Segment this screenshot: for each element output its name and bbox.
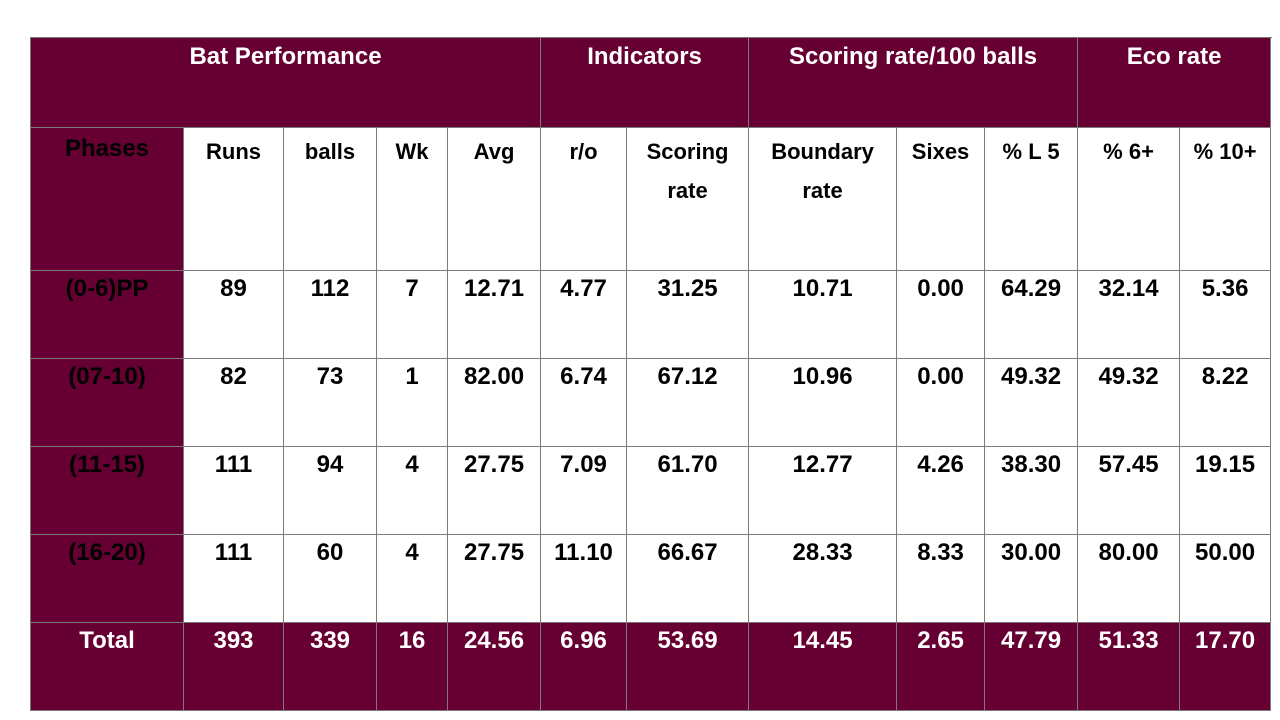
table-cell: 31.25 xyxy=(626,270,750,359)
total-cell: 14.45 xyxy=(748,622,898,711)
table-cell: 27.75 xyxy=(446,446,542,535)
table-cell: 1 xyxy=(376,358,448,447)
table-cell: 8.22 xyxy=(1179,358,1272,447)
total-cell: 393 xyxy=(183,622,284,711)
column-header-pct-l5: % L 5 xyxy=(984,127,1079,271)
total-cell: 2.65 xyxy=(896,622,986,711)
table-cell: 7 xyxy=(376,270,448,359)
table-cell: 49.32 xyxy=(984,358,1079,447)
column-header-balls: balls xyxy=(283,127,377,271)
total-cell: 53.69 xyxy=(626,622,750,711)
group-header-indicators: Indicators xyxy=(540,37,750,128)
table-cell: 5.36 xyxy=(1179,270,1272,359)
table-cell: 66.67 xyxy=(626,534,750,623)
table-cell: 38.30 xyxy=(984,446,1079,535)
table-cell: 32.14 xyxy=(1077,270,1181,359)
phase-cell: (16-20) xyxy=(30,534,184,623)
column-header-runs: Runs xyxy=(183,127,284,271)
table-cell: 50.00 xyxy=(1179,534,1272,623)
table-cell: 8.33 xyxy=(896,534,986,623)
table-cell: 19.15 xyxy=(1179,446,1272,535)
column-header-row: Phases Runs balls Wk Avg r/o Scoring rat… xyxy=(30,127,1272,271)
phase-cell: (0-6)PP xyxy=(30,270,184,359)
table-cell: 57.45 xyxy=(1077,446,1181,535)
table-cell: 0.00 xyxy=(896,270,986,359)
table-cell: 73 xyxy=(283,358,377,447)
column-header-sixes: Sixes xyxy=(896,127,986,271)
column-header-avg: Avg xyxy=(446,127,542,271)
group-header-scoring-rate: Scoring rate/100 balls xyxy=(748,37,1079,128)
phase-cell: (07-10) xyxy=(30,358,184,447)
table-cell: 94 xyxy=(283,446,377,535)
table-cell: 10.71 xyxy=(748,270,898,359)
group-header-row: Bat Performance Indicators Scoring rate/… xyxy=(29,37,1272,128)
table-cell: 27.75 xyxy=(446,534,542,623)
total-cell: 51.33 xyxy=(1077,622,1181,711)
table-cell: 4.26 xyxy=(896,446,986,535)
table-cell: 60 xyxy=(283,534,377,623)
column-header-phases: Phases xyxy=(30,127,184,271)
table-cell: 112 xyxy=(283,270,377,359)
table-cell: 6.74 xyxy=(540,358,628,447)
group-header-eco-rate: Eco rate xyxy=(1077,37,1272,128)
table-cell: 80.00 xyxy=(1077,534,1181,623)
table-cell: 10.96 xyxy=(748,358,898,447)
table-row: (11-15) 111 94 4 27.75 7.09 61.70 12.77 … xyxy=(30,446,1272,535)
column-header-ro: r/o xyxy=(540,127,628,271)
phase-stats-table: Bat Performance Indicators Scoring rate/… xyxy=(29,37,1272,711)
group-header-label: Eco rate xyxy=(1126,43,1222,70)
total-row: Total 393 339 16 24.56 6.96 53.69 14.45 … xyxy=(30,622,1272,711)
table-cell: 64.29 xyxy=(984,270,1079,359)
total-cell: 17.70 xyxy=(1179,622,1272,711)
group-header-label: Bat Performance xyxy=(189,43,382,70)
table-cell: 7.09 xyxy=(540,446,628,535)
column-header-wk: Wk xyxy=(376,127,448,271)
total-cell: 16 xyxy=(376,622,448,711)
total-cell: 339 xyxy=(283,622,377,711)
table-cell: 4.77 xyxy=(540,270,628,359)
table-cell: 89 xyxy=(183,270,284,359)
total-cell: 6.96 xyxy=(540,622,628,711)
table-cell: 4 xyxy=(376,446,448,535)
table-cell: 61.70 xyxy=(626,446,750,535)
table-row: (0-6)PP 89 112 7 12.71 4.77 31.25 10.71 … xyxy=(30,270,1272,359)
column-header-pct-6plus: % 6+ xyxy=(1077,127,1181,271)
column-header-pct-10plus: % 10+ xyxy=(1179,127,1272,271)
table-cell: 28.33 xyxy=(748,534,898,623)
table-cell: 82 xyxy=(183,358,284,447)
table-cell: 4 xyxy=(376,534,448,623)
group-header-label: Scoring rate/100 balls xyxy=(789,43,1038,70)
table-cell: 67.12 xyxy=(626,358,750,447)
total-label: Total xyxy=(30,622,184,711)
group-header-bat-performance: Bat Performance xyxy=(29,37,542,128)
table-cell: 30.00 xyxy=(984,534,1079,623)
table-row: (07-10) 82 73 1 82.00 6.74 67.12 10.96 0… xyxy=(30,358,1272,447)
table-cell: 111 xyxy=(183,446,284,535)
total-cell: 47.79 xyxy=(984,622,1079,711)
table-row: (16-20) 111 60 4 27.75 11.10 66.67 28.33… xyxy=(30,534,1272,623)
table-cell: 82.00 xyxy=(446,358,542,447)
phase-cell: (11-15) xyxy=(30,446,184,535)
table-cell: 12.77 xyxy=(748,446,898,535)
group-header-label: Indicators xyxy=(587,43,702,70)
table-cell: 0.00 xyxy=(896,358,986,447)
column-header-boundary-rate: Boundary rate xyxy=(748,127,898,271)
table-cell: 49.32 xyxy=(1077,358,1181,447)
table-cell: 111 xyxy=(183,534,284,623)
table-cell: 12.71 xyxy=(446,270,542,359)
total-cell: 24.56 xyxy=(446,622,542,711)
column-header-scoring-rate: Scoring rate xyxy=(626,127,750,271)
table-cell: 11.10 xyxy=(540,534,628,623)
